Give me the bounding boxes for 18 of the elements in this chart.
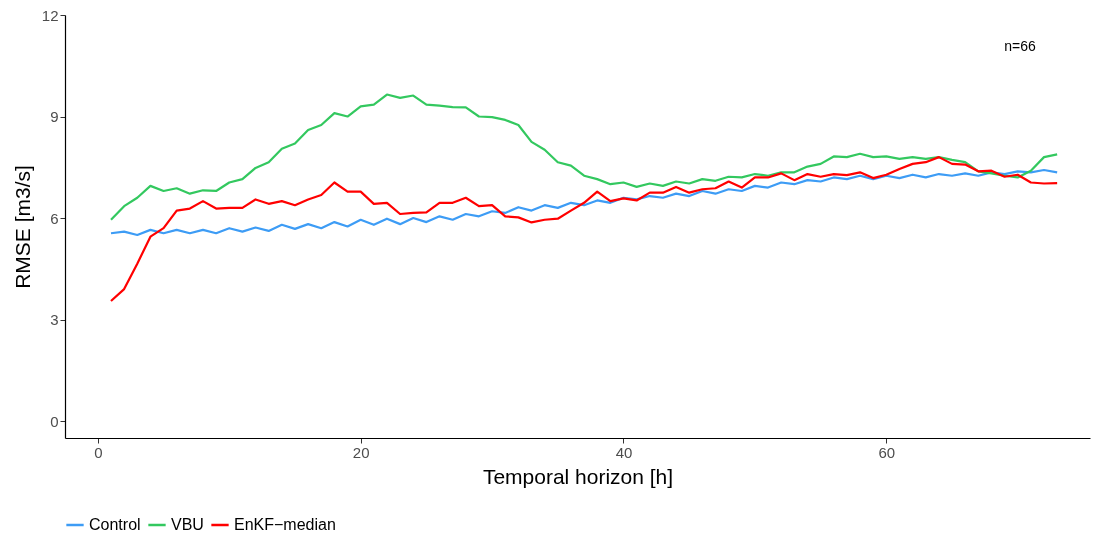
y-tick-label: 9 [50, 108, 59, 126]
y-tick-label: 6 [50, 209, 59, 227]
y-axis-title: RMSE [m3/s] [10, 165, 34, 289]
legend-label: EnKF−median [234, 516, 336, 533]
line-series [109, 168, 1059, 237]
x-tick-label: 0 [94, 443, 103, 461]
y-tick-label: 12 [41, 6, 59, 24]
line-series [109, 93, 1059, 221]
legend-label: VBU [171, 516, 204, 533]
x-tick-label: 20 [352, 443, 370, 461]
x-axis-title: Temporal horizon [h] [482, 464, 674, 488]
y-tick-label: 3 [50, 311, 59, 329]
y-tick-label: 0 [50, 412, 59, 430]
line-series [109, 156, 1059, 303]
annotation: n=66 [1004, 38, 1036, 54]
legend-label: Control [89, 516, 141, 533]
x-tick-label: 60 [878, 443, 896, 461]
x-tick-label: 40 [615, 443, 633, 461]
